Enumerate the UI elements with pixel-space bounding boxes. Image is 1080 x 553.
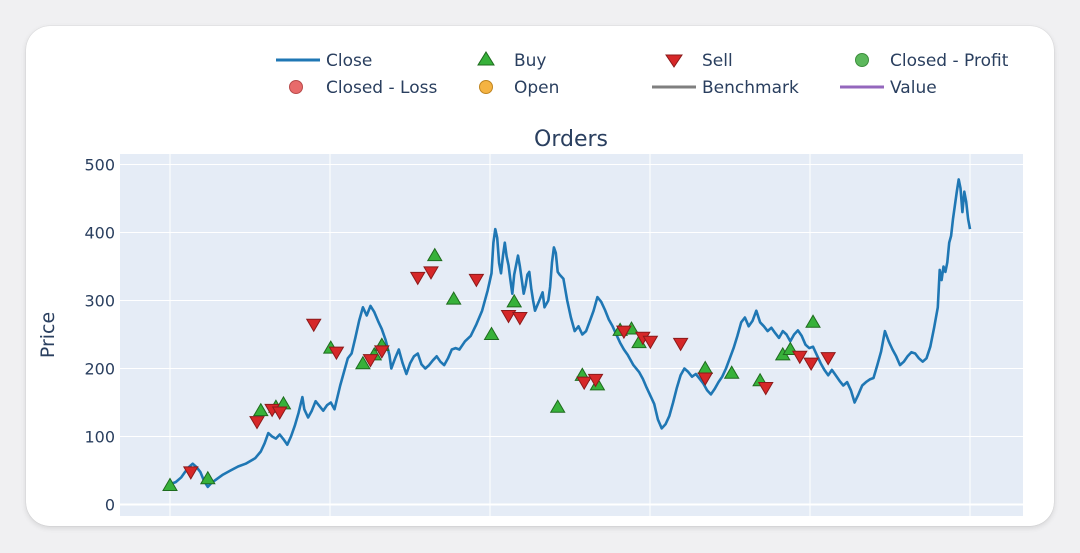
legend-item-closed-profit[interactable]: Closed - Profit [855,51,1009,71]
legend-item-value[interactable]: Value [840,78,937,98]
y-tick-label: 200 [84,360,115,379]
legend-label-buy: Buy [514,51,547,71]
y-axis-title: Price [37,312,59,358]
orders-chart: Close Buy Sell Closed - Profit Closed - … [37,51,1023,516]
sell-marker[interactable] [305,318,322,333]
buy-marker[interactable] [426,247,443,262]
sell-marker[interactable] [803,357,820,372]
buy-marker[interactable] [252,402,269,417]
y-tick-label: 400 [84,223,115,242]
legend-item-sell[interactable]: Sell [665,51,733,71]
sell-marker[interactable] [271,406,288,421]
legend-label-value: Value [890,78,937,98]
legend-item-benchmark[interactable]: Benchmark [652,78,799,98]
plot-area [120,154,1023,516]
buy-marker[interactable] [355,355,371,370]
sell-marker[interactable] [362,354,379,368]
y-axis-ticks: 0 100 200 300 400 500 [84,155,115,514]
sell-marker[interactable] [249,416,265,430]
sell-marker[interactable] [791,350,808,365]
sell-marker[interactable] [423,266,439,280]
legend-item-open[interactable]: Open [479,78,560,98]
sell-marker[interactable] [500,309,517,324]
legend-label-open: Open [514,78,559,98]
buy-marker[interactable] [805,314,821,328]
buy-marker[interactable] [199,470,216,485]
chart-title: Orders [534,127,608,152]
legend-open-icon [479,80,493,94]
buy-marker[interactable] [506,293,523,308]
sell-marker[interactable] [757,382,774,396]
sell-marker[interactable] [697,372,714,387]
y-tick-label: 100 [84,428,115,447]
buy-marker[interactable] [162,477,178,492]
legend-item-close[interactable]: Close [276,51,372,71]
sell-marker[interactable] [409,271,426,286]
legend-item-buy[interactable]: Buy [477,51,547,71]
sell-markers [182,266,837,480]
legend-label-benchmark: Benchmark [702,78,799,98]
sell-marker[interactable] [616,325,632,340]
legend-sell-icon [665,54,683,68]
chart-card: Close Buy Sell Closed - Profit Closed - … [26,26,1054,526]
buy-marker[interactable] [723,365,740,379]
sell-marker[interactable] [468,273,485,288]
buy-marker[interactable] [483,326,500,340]
legend-buy-icon [477,51,495,66]
legend-closed-loss-icon [289,80,303,94]
sell-marker[interactable] [328,346,345,361]
close-line [169,178,972,489]
y-tick-label: 300 [84,291,115,310]
y-tick-label: 500 [84,155,115,174]
legend-label-closed-profit: Closed - Profit [890,51,1009,71]
buy-markers [162,247,821,492]
legend: Close Buy Sell Closed - Profit Closed - … [276,51,1009,98]
legend-label-close: Close [326,51,372,71]
sell-marker[interactable] [576,376,593,391]
sell-marker[interactable] [587,373,604,388]
buy-marker[interactable] [549,399,566,413]
legend-label-closed-loss: Closed - Loss [326,78,437,98]
sell-marker[interactable] [642,335,659,350]
y-tick-label: 0 [105,496,115,515]
sell-marker[interactable] [182,466,199,480]
sell-marker[interactable] [512,311,528,326]
gridlines [120,154,1023,516]
legend-closed-profit-icon [855,53,869,67]
legend-label-sell: Sell [702,51,733,71]
sell-marker[interactable] [373,345,390,359]
sell-marker[interactable] [672,337,689,352]
close-series [169,178,972,489]
legend-item-closed-loss[interactable]: Closed - Loss [289,78,438,98]
buy-marker[interactable] [445,291,462,305]
sell-marker[interactable] [820,352,837,366]
